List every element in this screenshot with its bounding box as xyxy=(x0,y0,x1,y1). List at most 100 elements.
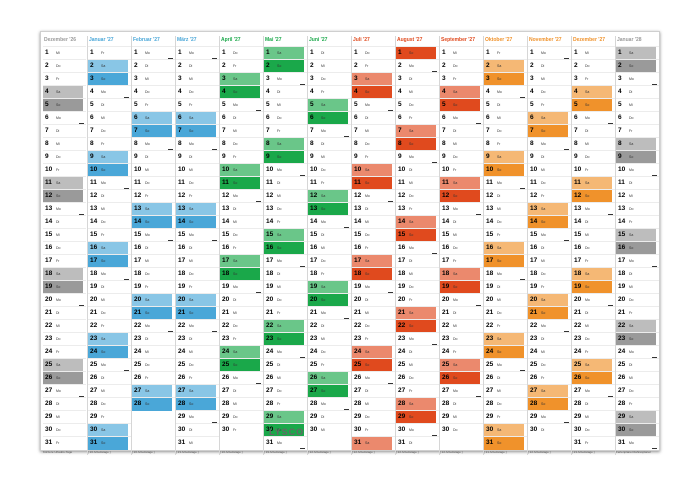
day-cell[interactable]: 11 Di xyxy=(616,176,659,190)
day-cell[interactable]: 3 Mi xyxy=(132,72,175,86)
day-cell[interactable]: 31 Fr xyxy=(572,436,615,450)
day-cell[interactable]: 7 Do xyxy=(88,124,131,138)
day-cell[interactable]: 18 Di xyxy=(264,267,307,281)
day-cell[interactable]: 6 Di xyxy=(352,111,395,125)
day-cell[interactable]: 29 Mo xyxy=(528,410,571,424)
day-cell[interactable]: 6 Sa xyxy=(132,111,175,125)
day-cell[interactable]: 19 Fr xyxy=(176,280,219,294)
day-cell[interactable]: 6 Mo xyxy=(440,111,483,125)
day-cell[interactable]: 28 Fr xyxy=(616,397,659,411)
day-cell[interactable]: 10 Sa xyxy=(220,163,263,177)
day-cell[interactable]: 4 Mi xyxy=(396,85,439,99)
day-cell[interactable]: 25 So xyxy=(352,358,395,372)
day-cell[interactable]: 28 Sa xyxy=(396,397,439,411)
day-cell[interactable]: 21 Fr xyxy=(616,306,659,320)
day-cell[interactable]: 15 Sa xyxy=(616,228,659,242)
day-cell[interactable]: 30 So xyxy=(616,423,659,437)
day-cell[interactable]: 29 Sa xyxy=(616,410,659,424)
day-cell[interactable]: 24 Fr xyxy=(43,345,86,359)
day-cell[interactable]: 22 Fr xyxy=(484,319,527,333)
day-cell[interactable]: 26 Di xyxy=(484,371,527,385)
day-cell[interactable]: 23 Mi xyxy=(308,332,351,346)
day-cell[interactable]: 15 Mi xyxy=(440,228,483,242)
day-cell[interactable]: 23 So xyxy=(616,332,659,346)
day-cell[interactable]: 3 Mo xyxy=(264,72,307,86)
day-cell[interactable]: 11 Sa xyxy=(43,176,86,190)
day-cell[interactable]: 19 Sa xyxy=(308,280,351,294)
day-cell[interactable]: 18 Do xyxy=(132,267,175,281)
day-cell[interactable]: 20 Mo xyxy=(572,293,615,307)
day-cell[interactable]: 12 Do xyxy=(396,189,439,203)
day-cell[interactable]: 18 So xyxy=(352,267,395,281)
day-cell[interactable]: 6 Do xyxy=(264,111,307,125)
day-cell[interactable]: 14 So xyxy=(176,215,219,229)
day-cell[interactable]: 7 So xyxy=(528,124,571,138)
day-cell[interactable]: 15 Mo xyxy=(528,228,571,242)
day-cell[interactable]: 22 Mi xyxy=(572,319,615,333)
day-cell[interactable]: 1 Mo xyxy=(528,46,571,60)
day-cell[interactable]: 3 Sa xyxy=(352,72,395,86)
day-cell[interactable]: 4 Do xyxy=(176,85,219,99)
day-cell[interactable]: 17 Fr xyxy=(572,254,615,268)
day-cell[interactable]: 11 Di xyxy=(264,176,307,190)
day-cell[interactable]: 15 So xyxy=(396,228,439,242)
day-cell[interactable]: 26 Fr xyxy=(528,371,571,385)
day-cell[interactable]: 1 Do xyxy=(220,46,263,60)
day-cell[interactable]: 29 Mi xyxy=(43,410,86,424)
day-cell[interactable]: 1 Mo xyxy=(132,46,175,60)
day-cell[interactable]: 2 Sa xyxy=(88,59,131,73)
day-cell[interactable]: 18 Do xyxy=(528,267,571,281)
day-cell[interactable]: 21 Di xyxy=(572,306,615,320)
day-cell[interactable]: 23 Sa xyxy=(88,332,131,346)
day-cell[interactable]: 28 Mi xyxy=(220,397,263,411)
day-cell[interactable]: 2 Sa xyxy=(484,59,527,73)
day-cell[interactable]: 3 So xyxy=(484,72,527,86)
day-cell[interactable]: 11 Mo xyxy=(484,176,527,190)
day-cell[interactable]: 17 So xyxy=(484,254,527,268)
day-cell[interactable]: 23 Di xyxy=(528,332,571,346)
day-cell[interactable]: 26 Di xyxy=(88,371,131,385)
day-cell[interactable]: 8 Di xyxy=(308,137,351,151)
day-cell[interactable]: 31 Di xyxy=(396,436,439,450)
day-cell[interactable]: 21 So xyxy=(528,306,571,320)
day-cell[interactable]: 20 Do xyxy=(616,293,659,307)
day-cell[interactable]: 14 Mo xyxy=(308,215,351,229)
day-cell[interactable]: 26 Fr xyxy=(132,371,175,385)
day-cell[interactable]: 12 Mo xyxy=(352,189,395,203)
day-cell[interactable]: 21 Di xyxy=(43,306,86,320)
day-cell[interactable]: 11 So xyxy=(352,176,395,190)
day-cell[interactable]: 12 Fr xyxy=(132,189,175,203)
day-cell[interactable]: 20 Sa xyxy=(528,293,571,307)
day-cell[interactable]: 16 Di xyxy=(176,241,219,255)
day-cell[interactable]: 18 Mo xyxy=(88,267,131,281)
day-cell[interactable]: 4 Mo xyxy=(484,85,527,99)
day-cell[interactable]: 9 Di xyxy=(132,150,175,164)
day-cell[interactable]: 12 So xyxy=(43,189,86,203)
day-cell[interactable]: 26 Mo xyxy=(220,371,263,385)
day-cell[interactable]: 25 Mi xyxy=(396,358,439,372)
day-cell[interactable]: 16 Sa xyxy=(88,241,131,255)
day-cell[interactable]: 10 Mi xyxy=(176,163,219,177)
day-cell[interactable]: 17 Mo xyxy=(616,254,659,268)
day-cell[interactable]: 13 Mo xyxy=(440,202,483,216)
day-cell[interactable]: 25 Sa xyxy=(43,358,86,372)
day-cell[interactable]: 6 So xyxy=(308,111,351,125)
day-cell[interactable]: 28 So xyxy=(528,397,571,411)
day-cell[interactable]: 27 Mi xyxy=(88,384,131,398)
day-cell[interactable]: 30 Do xyxy=(440,423,483,437)
day-cell[interactable]: 20 Sa xyxy=(132,293,175,307)
day-cell[interactable]: 13 So xyxy=(308,202,351,216)
day-cell[interactable]: 1 Mo xyxy=(176,46,219,60)
day-cell[interactable]: 22 Mo xyxy=(176,319,219,333)
day-cell[interactable]: 28 Fr xyxy=(264,397,307,411)
day-cell[interactable]: 25 Di xyxy=(264,358,307,372)
day-cell[interactable]: 11 Mi xyxy=(396,176,439,190)
day-cell[interactable]: 16 Sa xyxy=(484,241,527,255)
day-cell[interactable]: 15 Sa xyxy=(264,228,307,242)
day-cell[interactable]: 9 Di xyxy=(176,150,219,164)
day-cell[interactable]: 22 Sa xyxy=(616,319,659,333)
day-cell[interactable]: 10 Mi xyxy=(528,163,571,177)
day-cell[interactable]: 5 Do xyxy=(396,98,439,112)
day-cell[interactable]: 9 Mo xyxy=(396,150,439,164)
day-cell[interactable]: 24 Sa xyxy=(220,345,263,359)
